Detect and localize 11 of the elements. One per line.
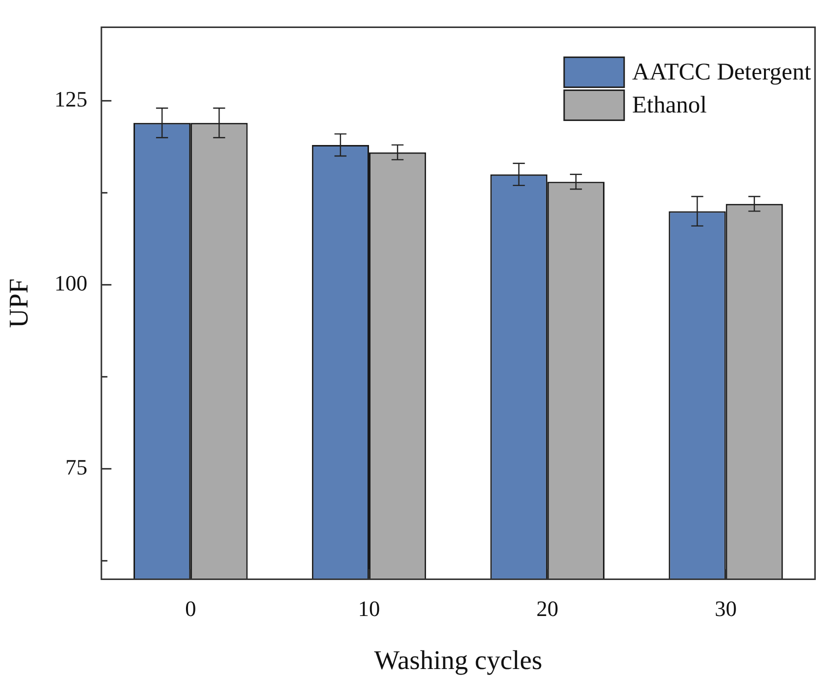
x-tick-label: 10 — [358, 596, 380, 622]
x-axis-title: Washing cycles — [374, 644, 542, 675]
y-tick-label: 75 — [65, 454, 88, 480]
x-tick-label: 0 — [185, 596, 196, 622]
x-tick-label: 20 — [536, 596, 558, 622]
x-tick-label: 30 — [714, 596, 737, 622]
y-axis-title: UPF — [3, 278, 34, 328]
y-tick-label: 125 — [54, 86, 88, 112]
y-tick-label: 100 — [54, 270, 88, 296]
legend-label: Ethanol — [632, 92, 708, 118]
legend-label: AATCC Detergent — [632, 59, 812, 86]
